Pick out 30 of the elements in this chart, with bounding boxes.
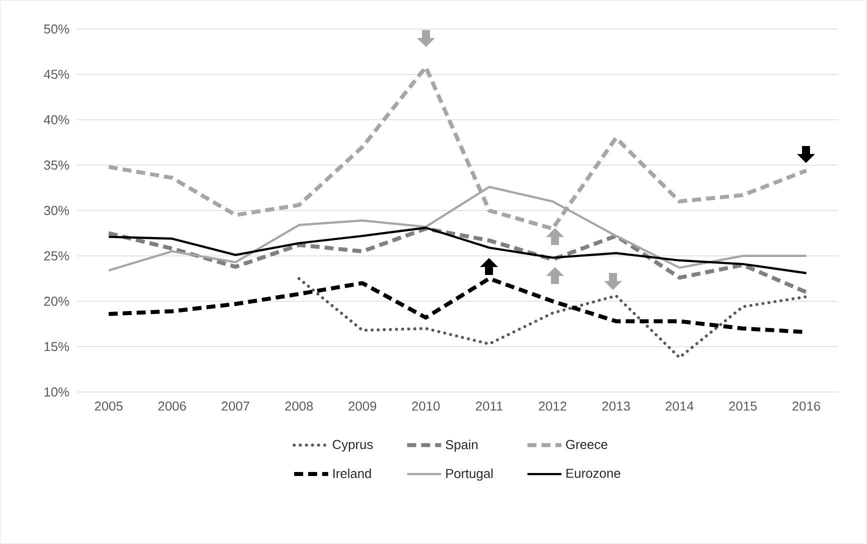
legend-label: Cyprus [332,440,373,452]
x-tick-label: 2005 [94,402,123,411]
x-tick-label: 2009 [348,402,376,411]
y-tick-label: 35% [44,160,70,170]
x-tick-label: 2014 [666,402,694,411]
y-tick-label: 45% [44,70,70,79]
x-tick-label: 2008 [285,402,313,411]
line-series [297,277,808,360]
legend-label: Ireland [333,468,371,478]
y-tick-label: 10% [44,387,70,397]
y-tick-label: 25% [44,251,70,260]
y-tick-label: 30% [44,206,70,216]
legend-label: Eurozone [566,468,620,478]
y-tick-label: 50% [44,24,70,34]
y-tick-label: 20% [44,296,70,306]
line-series [106,226,808,294]
x-tick-label: 2013 [602,402,630,411]
x-tick-label: 2016 [792,402,820,411]
x-tick-label: 2011 [476,402,503,411]
line-series [108,226,808,274]
legend-label: Spain [446,440,478,452]
x-tick-label: 2007 [222,402,250,411]
x-tick-label: 2006 [158,402,186,411]
y-tick-label: 40% [44,115,70,124]
legend-label: Greece [566,440,608,450]
x-tick-label: 2015 [729,402,757,411]
y-tick-label: 15% [44,342,70,352]
legend-label: Portugal [446,468,493,481]
x-tick-label: 2010 [412,402,440,411]
x-tick-label: 2012 [538,402,566,411]
